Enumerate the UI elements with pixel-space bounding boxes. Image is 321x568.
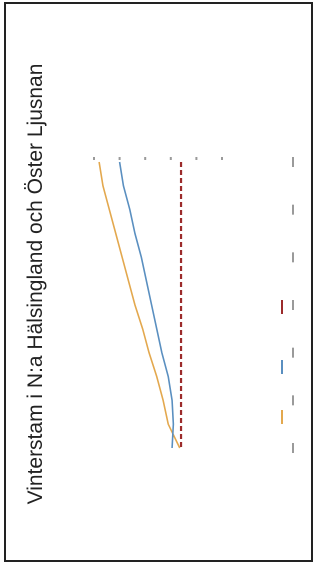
series-line-2 [118, 161, 175, 449]
legend-swatch-2 [281, 360, 283, 374]
y-tick-mark [118, 157, 121, 160]
y-tick-mark [221, 157, 223, 160]
legend-swatch-3 [281, 300, 283, 314]
y-tick-mark [195, 157, 198, 160]
x-tick-mark [292, 252, 294, 263]
slide-frame: Vinterstam i N:a Hälsingland och Öster L… [4, 2, 313, 562]
x-tick-mark [292, 204, 294, 215]
x-tick-mark [292, 347, 294, 358]
x-tick-mark [292, 157, 294, 167]
series-line-1 [98, 161, 181, 449]
x-tick-mark [292, 300, 294, 310]
legend-swatch-1 [281, 410, 283, 424]
y-tick-mark [169, 157, 172, 160]
x-tick-mark [292, 395, 294, 406]
y-tick-mark [93, 157, 95, 160]
chart-plot [93, 157, 294, 453]
y-tick-mark [144, 157, 147, 160]
x-tick-mark [292, 443, 294, 453]
